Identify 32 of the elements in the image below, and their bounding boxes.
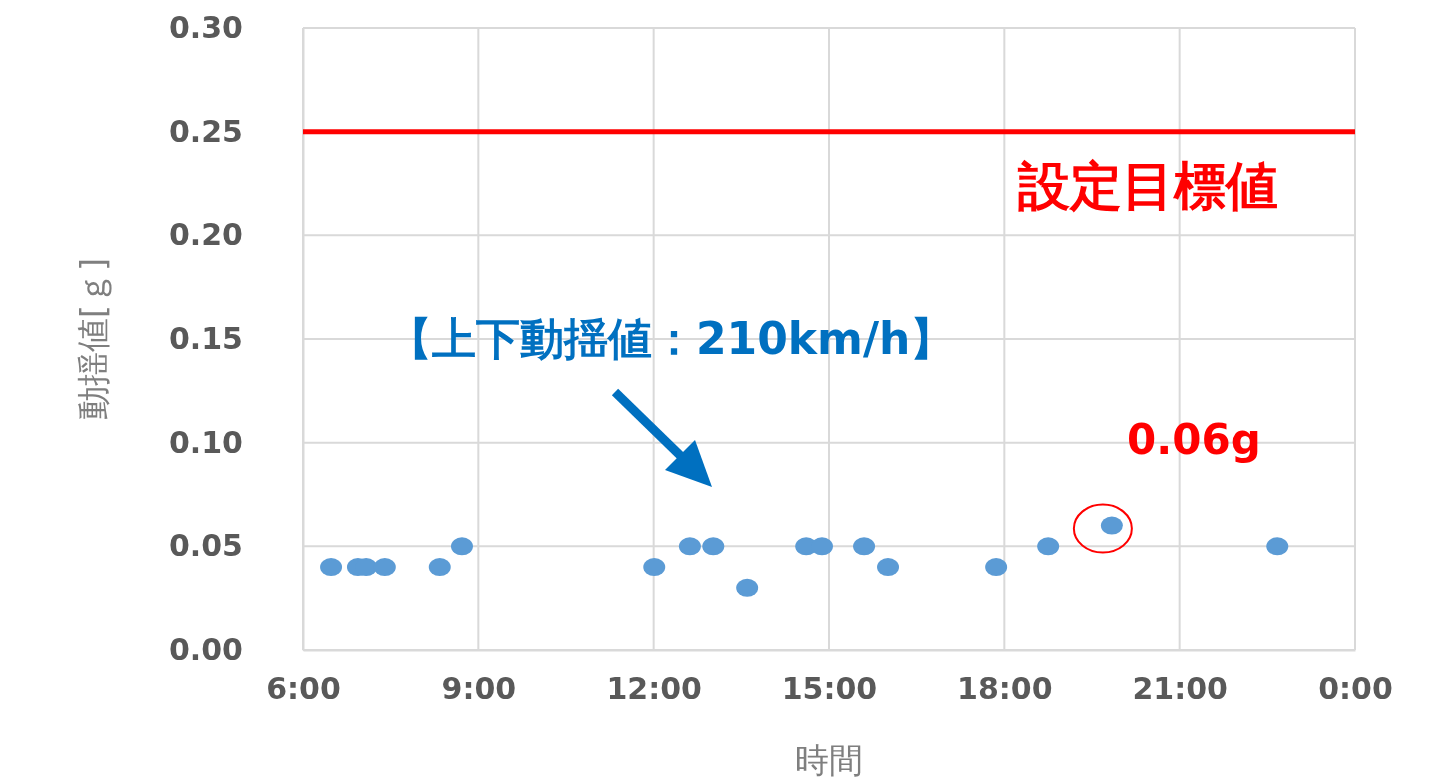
y-tick-label: 0.25 — [168, 113, 243, 149]
point — [450, 537, 473, 556]
point — [678, 537, 701, 556]
point — [428, 558, 451, 577]
point — [853, 537, 876, 556]
point — [320, 558, 343, 577]
y-tick-label: 0.05 — [168, 528, 243, 564]
x-tick-label: 18:00 — [957, 671, 1053, 707]
point — [643, 558, 666, 577]
y-tick-label: 0.15 — [168, 321, 243, 357]
x-tick-label: 0:00 — [1318, 671, 1393, 707]
y-tick-label: 0.20 — [168, 217, 243, 253]
x-tick-label: 12:00 — [606, 671, 702, 707]
x-tick-label: 9:00 — [441, 671, 517, 707]
point — [373, 558, 396, 577]
annotation: 0.06g — [1127, 414, 1261, 464]
x-tick-label: 15:00 — [781, 671, 878, 707]
point — [985, 558, 1008, 577]
point — [702, 537, 725, 556]
x-axis-title: 時間 — [795, 740, 863, 780]
x-tick-label: 6:00 — [266, 671, 341, 707]
y-axis-title: 動揺値[ｇ] — [73, 257, 113, 421]
ref-line-label: 設定目標値 — [1017, 155, 1278, 216]
point — [877, 558, 900, 577]
y-tick-label: 0.00 — [168, 632, 243, 668]
point — [1037, 537, 1060, 556]
y-tick-label: 0.30 — [168, 10, 243, 46]
point — [1266, 537, 1289, 556]
y-tick-label: 0.10 — [168, 424, 243, 460]
x-tick-label: 21:00 — [1132, 671, 1228, 707]
annotation: 【上下動揺値：210km/h】 — [388, 313, 955, 364]
point — [736, 578, 759, 597]
